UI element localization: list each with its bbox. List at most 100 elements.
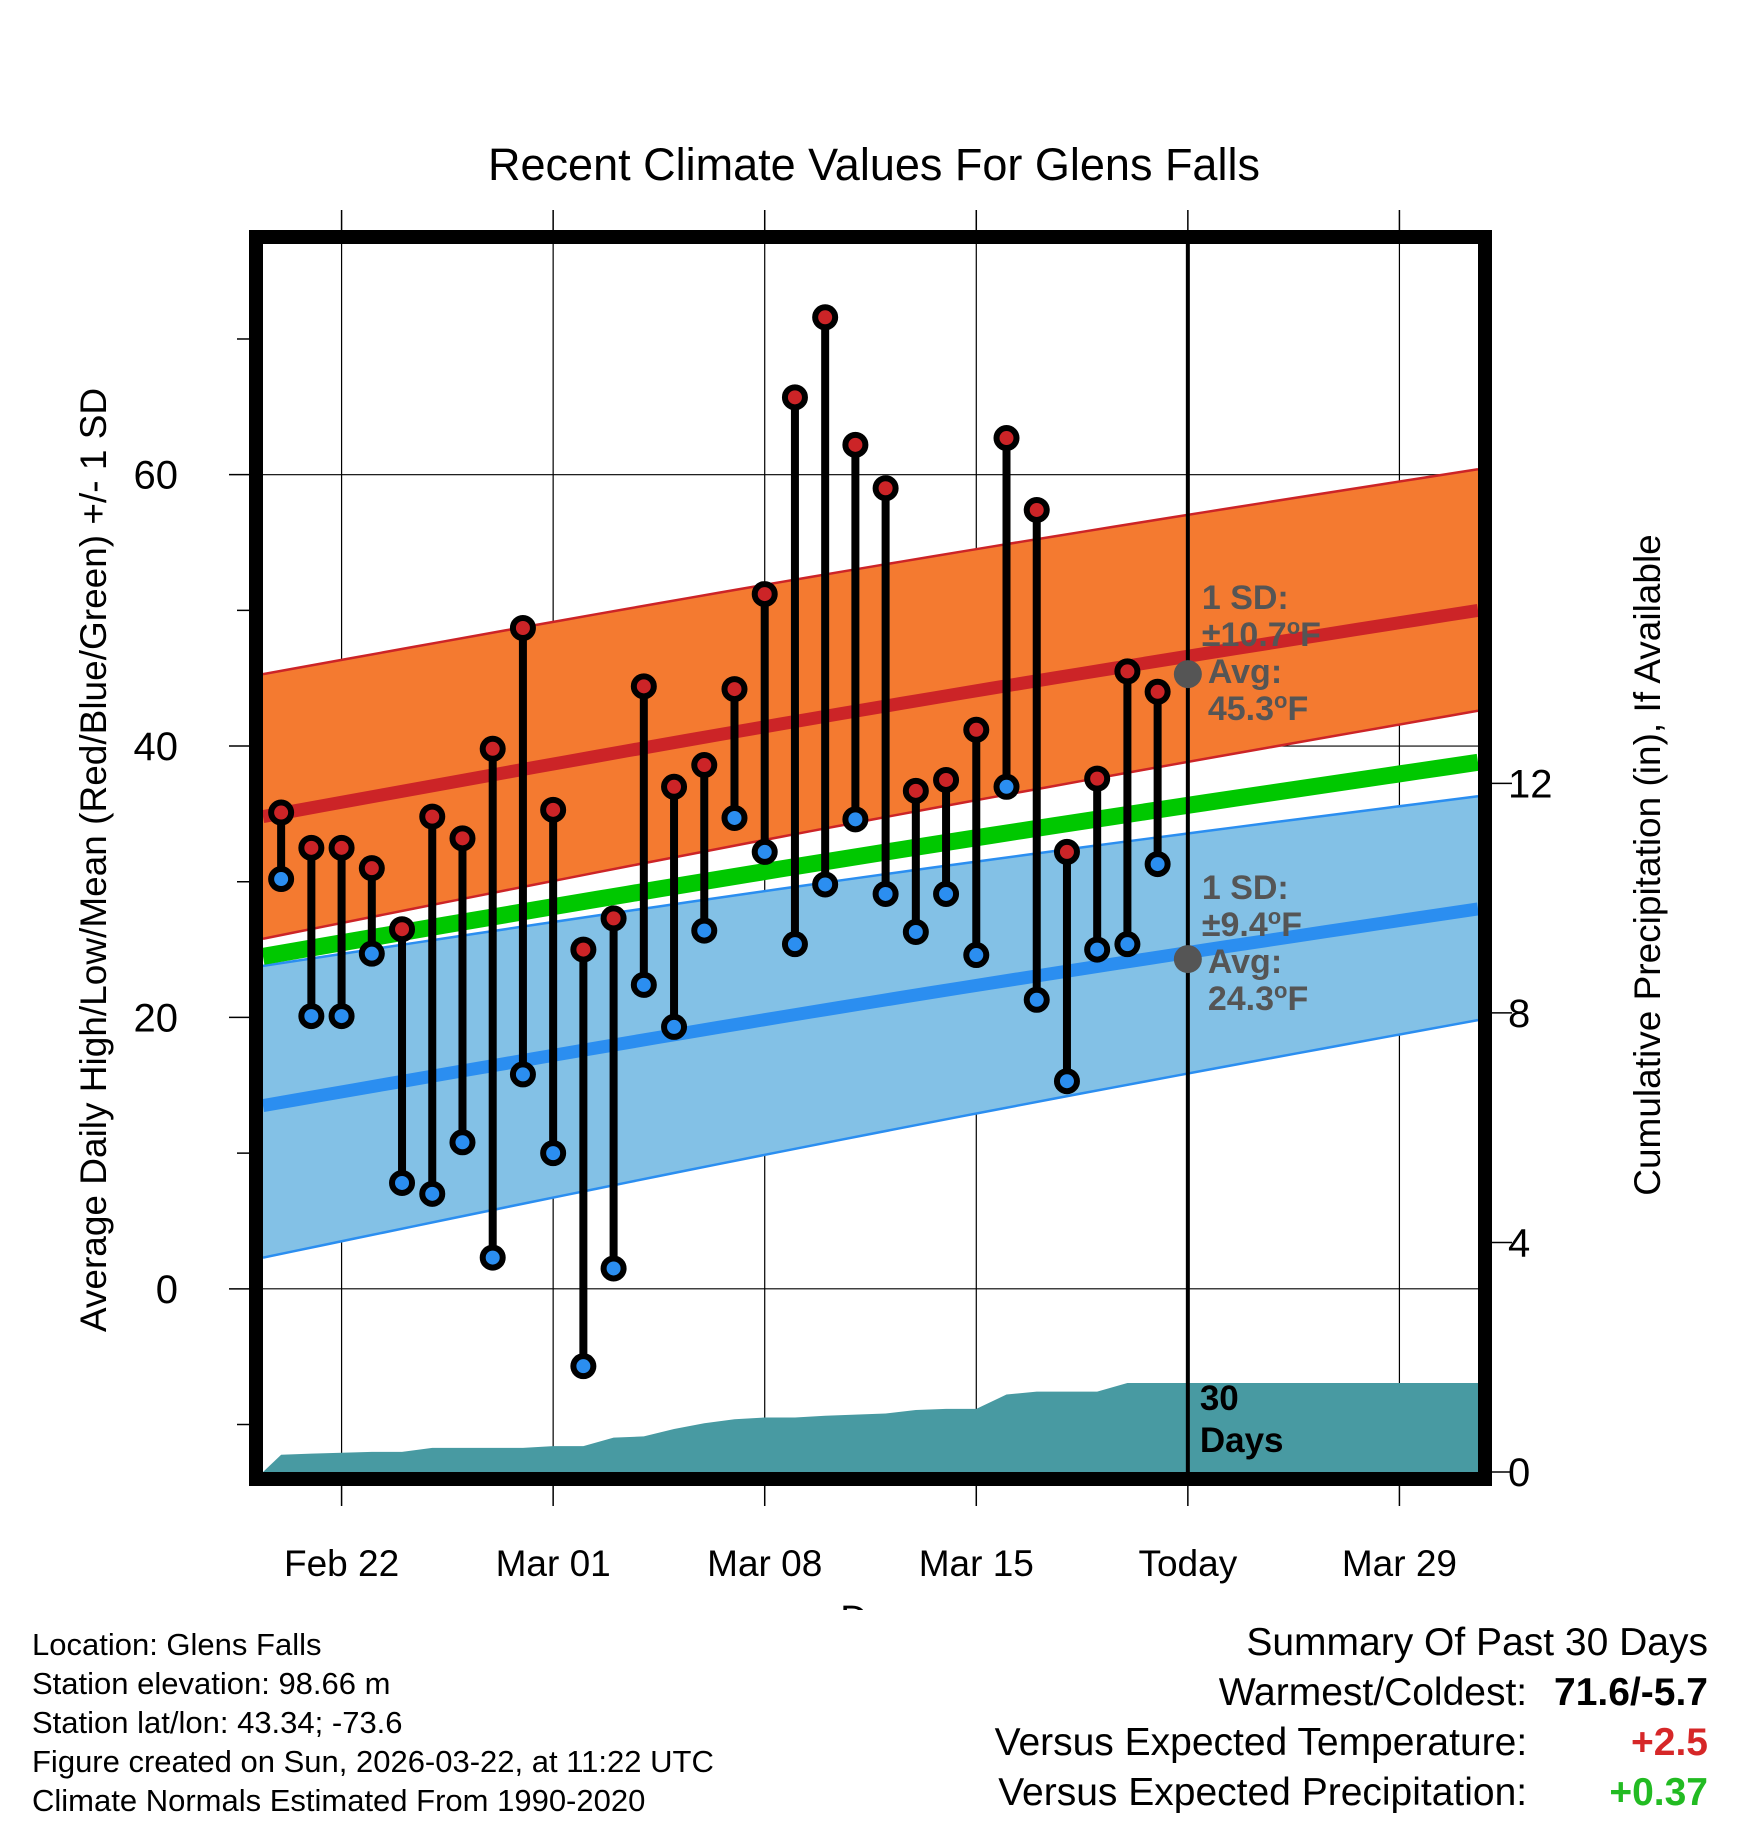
annotation-high-avg-label: Avg: xyxy=(1208,653,1282,691)
x-tick-label: Feb 22 xyxy=(284,1543,399,1584)
daily-low-point xyxy=(812,871,839,898)
chart-title: Recent Climate Values For Glens Falls xyxy=(488,139,1260,190)
summary-panel: Summary Of Past 30 Days Warmest/Coldest:… xyxy=(995,1618,1708,1818)
daily-low-point xyxy=(963,942,990,969)
annotation-low-avg-label: Avg: xyxy=(1208,943,1282,981)
daily-high-point xyxy=(570,936,597,963)
daily-low-point xyxy=(1114,931,1141,958)
today-high-avg-marker xyxy=(1173,660,1202,689)
normal-high-band-upper-edge xyxy=(263,468,1478,676)
y-tick-label: 60 xyxy=(134,454,179,498)
daily-low-point xyxy=(1084,936,1111,963)
daily-low-point xyxy=(872,880,899,907)
y2-tick-label: 12 xyxy=(1508,762,1553,806)
x-tick-label: Mar 15 xyxy=(919,1543,1034,1584)
daily-high-point xyxy=(721,676,748,703)
summary-precip-label: Versus Expected Precipitation: xyxy=(998,1771,1528,1814)
daily-high-point xyxy=(600,905,627,932)
daily-low-point xyxy=(600,1255,627,1282)
summary-title: Summary Of Past 30 Days xyxy=(1246,1621,1708,1664)
x-tick-label: Mar 01 xyxy=(496,1543,611,1584)
daily-high-point xyxy=(933,766,960,793)
summary-extremes-label: Warmest/Coldest: xyxy=(1218,1671,1528,1714)
summary-temp-value: +2.5 xyxy=(1631,1721,1708,1764)
x-tick-label: Mar 29 xyxy=(1342,1543,1457,1584)
daily-low-point xyxy=(358,940,385,967)
daily-low-point xyxy=(630,971,657,998)
station-metadata: Location: Glens Falls Station elevation:… xyxy=(32,1625,714,1820)
daily-low-point xyxy=(933,880,960,907)
daily-high-point xyxy=(751,581,778,608)
plot-frame xyxy=(249,230,1492,1486)
daily-high-point xyxy=(1084,765,1111,792)
meta-elevation: Station elevation: 98.66 m xyxy=(32,1666,391,1701)
daily-high-point xyxy=(902,777,929,804)
daily-low-point xyxy=(328,1003,355,1030)
daily-low-point xyxy=(781,931,808,958)
daily-high-point xyxy=(389,916,416,943)
daily-high-point xyxy=(268,799,295,826)
meta-normals: Climate Normals Estimated From 1990-2020 xyxy=(32,1783,646,1818)
daily-low-point xyxy=(751,838,778,865)
daily-low-point xyxy=(389,1169,416,1196)
y-tick-label: 40 xyxy=(134,725,179,769)
daily-high-point xyxy=(872,475,899,502)
daily-low-point xyxy=(570,1353,597,1380)
plot-clip-group xyxy=(263,244,1478,1472)
daily-high-point xyxy=(358,855,385,882)
daily-low-point xyxy=(1144,851,1171,878)
normal-low-band xyxy=(263,796,1478,1258)
annotation-low-sd: ±9.4oF xyxy=(1202,904,1302,944)
daily-high-point xyxy=(449,825,476,852)
daily-high-point xyxy=(963,716,990,743)
annotation-high-avg-degree: o xyxy=(1274,688,1287,713)
annotation-days-count: 30 xyxy=(1200,1379,1239,1418)
summary-precip-row: Versus Expected Precipitation: +0.37 xyxy=(995,1768,1708,1818)
x-tick-label: Today xyxy=(1138,1543,1237,1584)
daily-low-point xyxy=(268,866,295,893)
daily-high-point xyxy=(540,796,567,823)
x-tick-label: Mar 08 xyxy=(707,1543,822,1584)
today-low-avg-marker xyxy=(1173,945,1202,974)
daily-low-point xyxy=(1053,1068,1080,1095)
y-tick-label: 0 xyxy=(156,1268,178,1312)
daily-high-point xyxy=(691,752,718,779)
summary-extremes-row: Warmest/Coldest: 71.6/-5.7 xyxy=(995,1668,1708,1718)
summary-temp-label: Versus Expected Temperature: xyxy=(994,1721,1528,1764)
normal-high-avg-line xyxy=(263,603,1478,824)
summary-precip-value: +0.37 xyxy=(1609,1771,1708,1814)
daily-low-point xyxy=(661,1013,688,1040)
daily-high-point xyxy=(812,304,839,331)
y2-tick-label: 8 xyxy=(1508,992,1530,1036)
meta-latlon: Station lat/lon: 43.34; -73.6 xyxy=(32,1705,403,1740)
daily-high-point xyxy=(1114,658,1141,685)
annotation-high-unit-letter: F xyxy=(1300,616,1321,654)
daily-low-point xyxy=(419,1180,446,1207)
daily-high-point xyxy=(1144,678,1171,705)
daily-low-point xyxy=(842,806,869,833)
y-tick-label: 20 xyxy=(134,996,179,1040)
annotation-low-avg-value: 24.3oF xyxy=(1208,978,1308,1018)
y2-tick-label: 4 xyxy=(1508,1221,1530,1265)
daily-high-point xyxy=(842,431,869,458)
annotation-high-label: 1 SD: xyxy=(1202,579,1289,617)
daily-low-point xyxy=(449,1129,476,1156)
annotation-low-avg-degree: o xyxy=(1274,978,1287,1003)
cumulative-precip-area xyxy=(263,1383,1478,1472)
daily-low-point xyxy=(721,804,748,831)
daily-high-point xyxy=(630,673,657,700)
daily-high-point xyxy=(1053,838,1080,865)
annotation-high-unit-degree: o xyxy=(1287,614,1300,639)
daily-low-point xyxy=(479,1244,506,1271)
summary-temp-row: Versus Expected Temperature: +2.5 xyxy=(995,1718,1708,1768)
daily-high-point xyxy=(1023,496,1050,523)
annotation-high-avg-unit: F xyxy=(1287,690,1308,728)
y2-tick-label: 0 xyxy=(1508,1451,1530,1495)
y2-axis-label: Cumulative Precipitation (in), If Availa… xyxy=(1627,534,1668,1196)
daily-high-point xyxy=(661,773,688,800)
annotation-high-avg-value: 45.3oF xyxy=(1208,688,1308,728)
x-axis-label: Day xyxy=(840,1599,908,1610)
daily-high-point xyxy=(298,834,325,861)
daily-low-point xyxy=(691,917,718,944)
